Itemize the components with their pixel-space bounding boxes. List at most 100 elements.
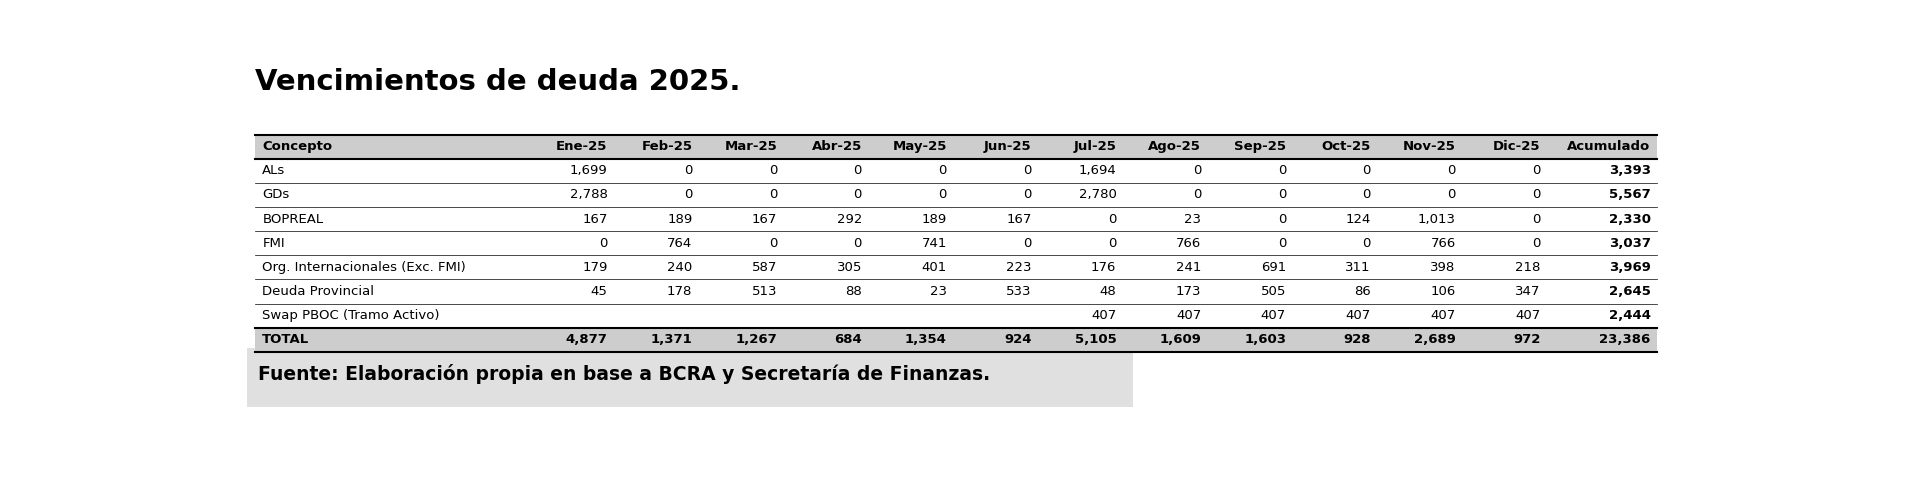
Text: 587: 587	[753, 261, 778, 274]
Text: 167: 167	[753, 213, 778, 226]
Bar	[952, 255, 1037, 280]
Text: Jun-25: Jun-25	[983, 140, 1031, 153]
Bar	[952, 280, 1037, 304]
Text: 3,393: 3,393	[1609, 164, 1651, 177]
Bar	[1208, 304, 1292, 328]
Text: 218: 218	[1515, 261, 1540, 274]
Bar	[868, 255, 952, 280]
Bar	[1461, 159, 1546, 183]
Text: 0: 0	[684, 164, 693, 177]
Bar	[1377, 183, 1461, 207]
Bar	[1292, 304, 1377, 328]
Text: 0: 0	[939, 164, 947, 177]
Text: 2,788: 2,788	[570, 188, 607, 201]
Text: Org. Internacionales (Exc. FMI): Org. Internacionales (Exc. FMI)	[263, 261, 467, 274]
Bar	[1292, 280, 1377, 304]
Bar	[1037, 135, 1123, 159]
Bar	[1546, 231, 1657, 255]
Bar	[614, 183, 699, 207]
Bar	[528, 304, 614, 328]
Bar	[1208, 135, 1292, 159]
Text: 505: 505	[1261, 285, 1286, 298]
Bar	[1546, 304, 1657, 328]
Text: 106: 106	[1430, 285, 1455, 298]
Text: 45: 45	[591, 285, 607, 298]
Text: 0: 0	[1023, 188, 1031, 201]
Bar	[868, 280, 952, 304]
Bar	[614, 304, 699, 328]
Bar	[1461, 135, 1546, 159]
Text: 1,694: 1,694	[1079, 164, 1116, 177]
Text: 513: 513	[751, 285, 778, 298]
Text: 0: 0	[1277, 188, 1286, 201]
Text: 533: 533	[1006, 285, 1031, 298]
Text: 1,603: 1,603	[1244, 333, 1286, 346]
Text: 0: 0	[1023, 237, 1031, 250]
Bar	[783, 159, 868, 183]
Text: Jul-25: Jul-25	[1073, 140, 1116, 153]
Bar	[1208, 280, 1292, 304]
Text: 305: 305	[837, 261, 862, 274]
Text: 0: 0	[1448, 164, 1455, 177]
Text: 0: 0	[684, 188, 693, 201]
Bar	[1123, 183, 1208, 207]
Text: 3,037: 3,037	[1609, 237, 1651, 250]
Bar	[248, 348, 1133, 407]
Bar	[1208, 255, 1292, 280]
Bar	[1461, 280, 1546, 304]
Bar	[952, 328, 1037, 352]
Text: 3,969: 3,969	[1609, 261, 1651, 274]
Text: 0: 0	[1532, 237, 1540, 250]
Text: Feb-25: Feb-25	[641, 140, 693, 153]
Bar	[1546, 255, 1657, 280]
Bar	[1292, 207, 1377, 231]
Bar	[699, 135, 783, 159]
Text: 0: 0	[854, 188, 862, 201]
Text: Deuda Provincial: Deuda Provincial	[263, 285, 374, 298]
Text: 1,013: 1,013	[1417, 213, 1455, 226]
Bar	[952, 159, 1037, 183]
Bar	[614, 159, 699, 183]
Bar	[1037, 207, 1123, 231]
Text: 0: 0	[1532, 164, 1540, 177]
Text: 0: 0	[1277, 213, 1286, 226]
Text: 178: 178	[666, 285, 693, 298]
Bar	[699, 280, 783, 304]
Text: 189: 189	[922, 213, 947, 226]
Bar	[255, 328, 528, 352]
Text: 311: 311	[1346, 261, 1371, 274]
Bar	[1123, 231, 1208, 255]
Text: Ago-25: Ago-25	[1148, 140, 1202, 153]
Bar	[1377, 159, 1461, 183]
Text: 176: 176	[1091, 261, 1116, 274]
Bar	[255, 183, 528, 207]
Bar	[255, 135, 528, 159]
Bar	[783, 255, 868, 280]
Text: 189: 189	[666, 213, 693, 226]
Text: 2,689: 2,689	[1413, 333, 1455, 346]
Bar	[1037, 183, 1123, 207]
Bar	[1123, 280, 1208, 304]
Text: 0: 0	[1448, 188, 1455, 201]
Text: Oct-25: Oct-25	[1321, 140, 1371, 153]
Bar	[1208, 207, 1292, 231]
Text: 0: 0	[1192, 188, 1202, 201]
Bar	[1546, 207, 1657, 231]
Text: 924: 924	[1004, 333, 1031, 346]
Bar	[868, 328, 952, 352]
Text: 1,699: 1,699	[570, 164, 607, 177]
Text: Sep-25: Sep-25	[1235, 140, 1286, 153]
Bar	[1461, 304, 1546, 328]
Bar	[1292, 231, 1377, 255]
Text: 167: 167	[582, 213, 607, 226]
Text: TOTAL: TOTAL	[263, 333, 309, 346]
Bar	[255, 280, 528, 304]
Bar	[255, 159, 528, 183]
Bar	[1037, 255, 1123, 280]
Text: 407: 407	[1261, 309, 1286, 322]
Text: 407: 407	[1430, 309, 1455, 322]
Bar	[528, 255, 614, 280]
Text: 292: 292	[837, 213, 862, 226]
Text: 0: 0	[1192, 164, 1202, 177]
Bar	[528, 280, 614, 304]
